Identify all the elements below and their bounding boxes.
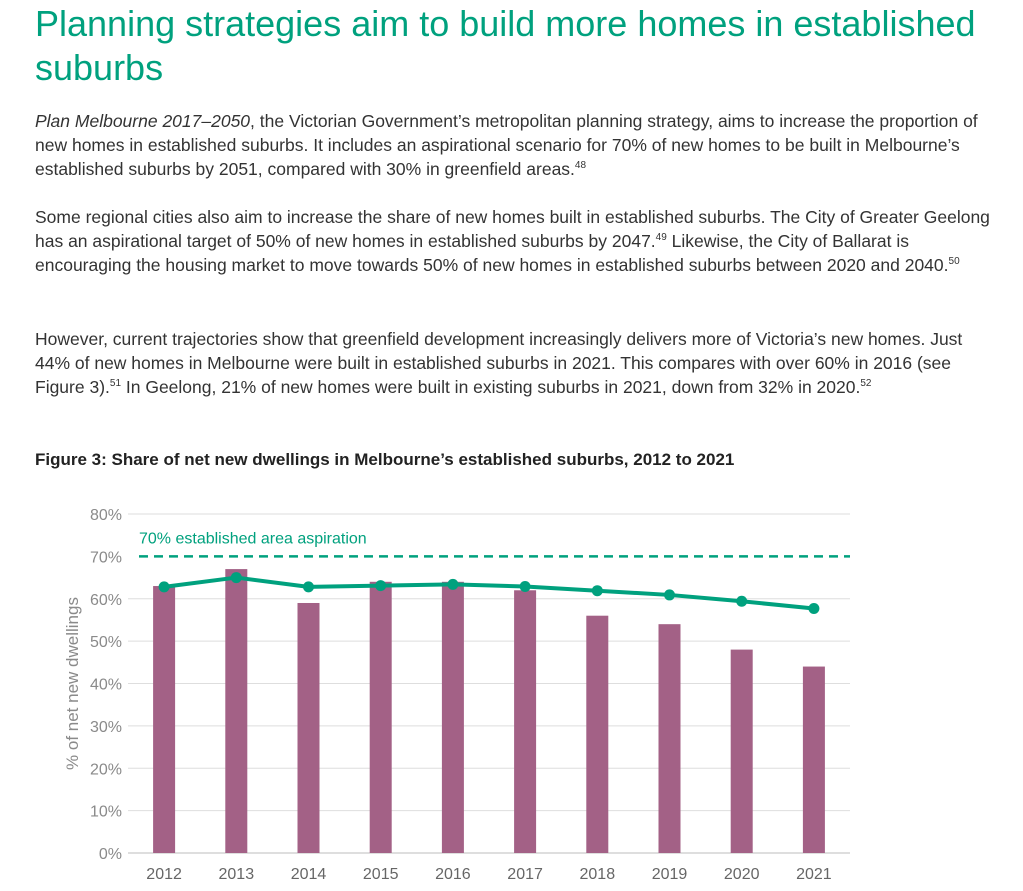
footnote-ref: 49 — [655, 232, 667, 243]
paragraph-text: In Geelong, 21% of new homes were built … — [121, 377, 861, 397]
paragraph-regional-cities: Some regional cities also aim to increas… — [35, 205, 995, 277]
bar — [514, 590, 537, 853]
trend-point — [808, 602, 820, 614]
trend-point — [664, 589, 675, 601]
bar — [730, 649, 753, 853]
x-tick-label: 2021 — [796, 866, 832, 883]
paragraph-text: Some regional cities also aim to increas… — [35, 207, 990, 251]
y-tick-label: 60% — [90, 592, 122, 609]
x-tick-label: 2015 — [363, 866, 399, 883]
bar — [369, 581, 392, 853]
bar — [297, 602, 320, 853]
plan-melbourne-title: Plan Melbourne 2017–2050 — [35, 111, 251, 131]
footnote-ref: 51 — [109, 378, 122, 389]
y-tick-label: 70% — [90, 549, 122, 566]
trend-point — [519, 580, 531, 592]
bar — [225, 569, 248, 853]
bar — [802, 666, 825, 853]
x-tick-label: 2013 — [219, 866, 255, 883]
y-tick-label: 0% — [99, 846, 122, 863]
trend-point — [303, 581, 314, 593]
x-tick-label: 2016 — [435, 866, 471, 883]
paragraph-plan-melbourne: Plan Melbourne 2017–2050, the Victorian … — [35, 109, 995, 181]
y-tick-label: 30% — [90, 719, 122, 736]
paragraph-text: , the Victorian Government’s metropolita… — [35, 111, 978, 179]
y-tick-label: 40% — [90, 677, 122, 694]
page-heading: Planning strategies aim to build more ho… — [35, 3, 976, 88]
y-tick-label: 80% — [90, 507, 122, 524]
x-tick-label: 2020 — [724, 866, 760, 883]
x-tick-label: 2019 — [652, 866, 688, 883]
trend-line — [163, 575, 815, 611]
trend-point — [447, 578, 459, 590]
trend-point — [230, 572, 242, 584]
x-tick-label: 2014 — [291, 866, 327, 883]
y-axis-label: % of net new dwellings — [63, 597, 82, 770]
x-tick-label: 2017 — [507, 866, 543, 883]
footnote-ref: 52 — [860, 378, 872, 389]
trend-point — [158, 581, 170, 593]
y-tick-label: 50% — [90, 634, 122, 651]
y-tick-label: 20% — [90, 761, 122, 778]
paragraph-text: Likewise, the City of Ballarat is encour… — [35, 231, 949, 275]
bar — [441, 581, 464, 853]
dwellings-chart: 0% 10% 20% 30% 40% 50% 60% 70% 80% % of net new d… — [63, 507, 850, 883]
footnote-ref: 50 — [948, 256, 960, 267]
paragraph-text: However, current trajectories show that … — [35, 329, 963, 397]
aspiration-label: 70% established area aspiration — [139, 530, 367, 547]
bar — [586, 615, 609, 853]
paragraph-trajectories: However, current trajectories show that … — [35, 327, 995, 399]
y-tick-label: 10% — [90, 804, 122, 821]
trend-point — [375, 580, 387, 592]
bar — [153, 586, 176, 853]
trend-point — [591, 585, 603, 597]
x-tick-label: 2018 — [580, 866, 616, 883]
figure-title: Figure 3: Share of net new dwellings in … — [35, 450, 735, 469]
trend-point — [736, 595, 748, 607]
bar — [658, 624, 681, 853]
x-tick-label: 2012 — [146, 866, 182, 883]
footnote-ref: 48 — [574, 160, 587, 171]
